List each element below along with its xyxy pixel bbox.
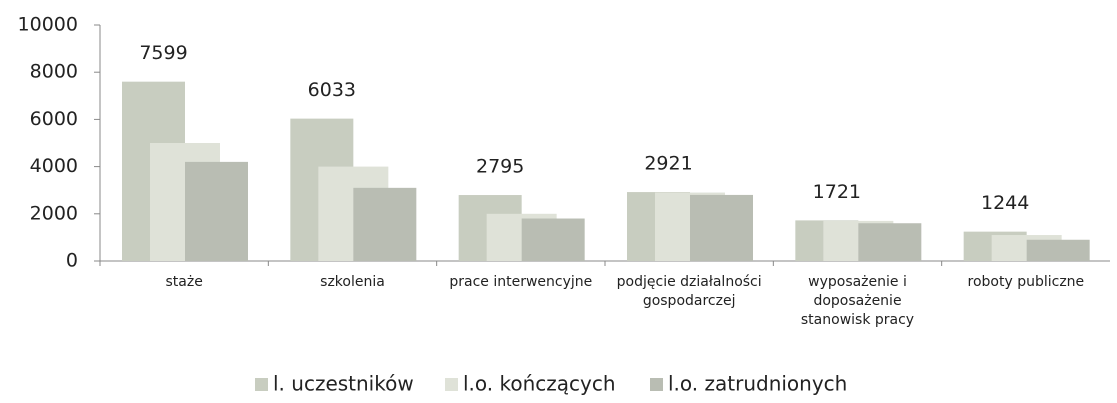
x-tick-label: prace interwencyjne: [449, 274, 593, 290]
y-tick-label: 6000: [30, 108, 78, 130]
legend-swatch: [255, 378, 268, 391]
legend-label: l.o. zatrudnionych: [668, 372, 847, 396]
data-label: 2921: [644, 153, 692, 175]
x-tick-label: szkolenia: [320, 274, 385, 290]
x-tick-label: wyposażenie i doposażenie stanowisk prac…: [800, 274, 915, 328]
legend-swatch: [445, 378, 458, 391]
bar: [690, 194, 753, 261]
bar: [521, 218, 585, 261]
y-tick-label: 2000: [30, 202, 78, 224]
legend-label: l.o. kończących: [463, 372, 616, 396]
data-label: 7599: [139, 42, 187, 64]
bar: [185, 161, 248, 261]
y-tick-label: 8000: [30, 61, 78, 83]
bar: [858, 223, 922, 261]
bar: [1026, 239, 1090, 261]
y-tick-label: 0: [66, 250, 78, 272]
x-tick-label: podjęcie działalności gospodarczej: [616, 274, 762, 309]
legend-swatch: [650, 378, 663, 391]
data-label: 2795: [476, 156, 524, 178]
bar: [353, 187, 417, 261]
legend-label: l. uczestników: [273, 372, 414, 396]
y-tick-label: 4000: [30, 155, 78, 177]
data-label: 6033: [308, 79, 356, 101]
data-label: 1721: [813, 181, 861, 203]
y-tick-label: 10000: [18, 14, 78, 36]
x-tick-label: roboty publiczne: [967, 274, 1085, 290]
x-tick-label: staże: [165, 274, 203, 290]
data-label: 1244: [981, 192, 1029, 214]
